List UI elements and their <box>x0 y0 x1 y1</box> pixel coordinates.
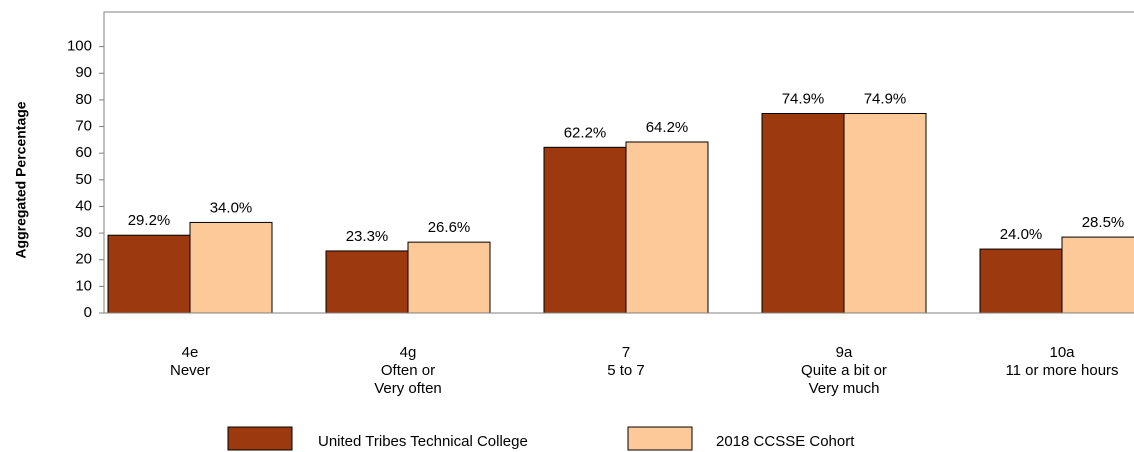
x-tick-label: Often or <box>381 362 435 379</box>
bar <box>979 248 1063 314</box>
bar <box>325 250 409 314</box>
y-tick-label: 60 <box>75 144 92 161</box>
y-tick-label: 50 <box>75 171 92 188</box>
data-label: 62.2% <box>564 124 607 141</box>
bar <box>1061 236 1134 314</box>
x-tick-label: 5 to 7 <box>607 362 645 379</box>
x-tick-label: 10a <box>1049 344 1075 361</box>
bar <box>543 146 627 314</box>
x-tick-label: Quite a bit or <box>801 362 887 379</box>
data-label: 26.6% <box>428 219 471 236</box>
y-tick-label: 70 <box>75 118 92 135</box>
y-tick-label: 0 <box>84 304 92 321</box>
y-tick-label: 80 <box>75 91 92 108</box>
data-label: 24.0% <box>1000 226 1043 243</box>
y-axis-title: Aggregated Percentage <box>13 101 29 258</box>
bar <box>843 112 927 314</box>
x-tick-label: 4e <box>182 344 199 361</box>
legend-swatch <box>627 426 693 451</box>
y-tick-label: 20 <box>75 251 92 268</box>
bar <box>189 221 273 314</box>
x-tick-label: Very often <box>374 380 442 397</box>
y-tick-label: 100 <box>67 38 92 55</box>
x-tick-label: 11 or more hours <box>1005 362 1118 379</box>
y-tick-label: 40 <box>75 197 92 214</box>
plot-frame <box>103 11 1134 313</box>
data-label: 28.5% <box>1082 214 1125 231</box>
x-tick-label: Never <box>170 362 210 379</box>
data-label: 34.0% <box>210 199 253 216</box>
bar <box>107 234 191 314</box>
bar <box>625 141 709 314</box>
x-tick-label: Very much <box>809 380 880 397</box>
x-tick-label: 7 <box>622 344 630 361</box>
y-tick-label: 30 <box>75 224 92 241</box>
data-label: 74.9% <box>864 90 907 107</box>
x-tick-label: 9a <box>836 344 853 361</box>
bar <box>407 241 491 314</box>
y-tick-label: 90 <box>75 64 92 81</box>
legend-label: 2018 CCSSE Cohort <box>716 433 855 450</box>
y-tick-label: 10 <box>75 277 92 294</box>
data-label: 29.2% <box>128 212 171 229</box>
legend-label: United Tribes Technical College <box>318 433 528 450</box>
x-tick-label: 4g <box>400 344 417 361</box>
bar <box>761 112 845 314</box>
legend-swatch <box>227 426 293 451</box>
data-label: 23.3% <box>346 228 389 245</box>
data-label: 64.2% <box>646 119 689 136</box>
data-label: 74.9% <box>782 90 825 107</box>
